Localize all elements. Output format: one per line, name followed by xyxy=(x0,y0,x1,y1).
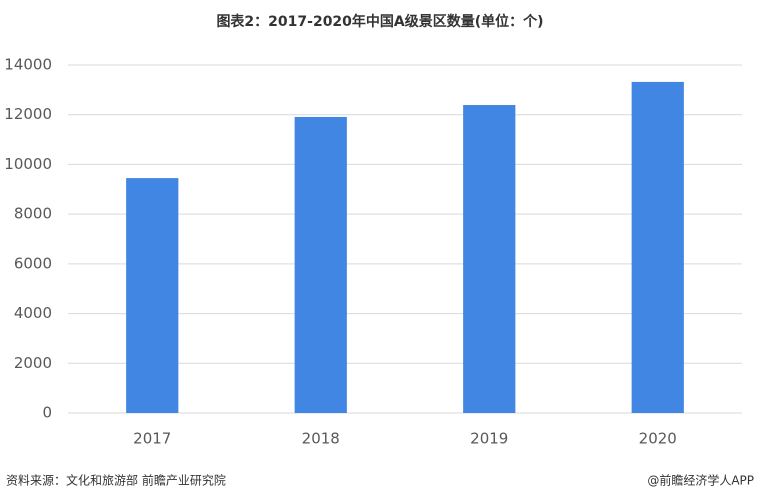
x-tick-label: 2020 xyxy=(639,430,677,448)
credit: @前瞻经济学人APP xyxy=(647,473,754,488)
x-tick-label: 2019 xyxy=(470,430,508,448)
chart-title: 图表2：2017-2020年中国A级景区数量(单位：个) xyxy=(216,13,543,30)
bar xyxy=(126,178,179,413)
bar xyxy=(463,105,516,414)
y-tick-label: 14000 xyxy=(4,56,52,74)
y-tick-label: 8000 xyxy=(14,205,52,223)
y-tick-label: 6000 xyxy=(14,254,52,272)
y-tick-label: 2000 xyxy=(14,354,52,372)
y-tick-label: 12000 xyxy=(4,105,52,123)
y-tick-label: 4000 xyxy=(14,304,52,322)
bar xyxy=(294,116,347,414)
bar xyxy=(631,81,684,413)
y-tick-label: 0 xyxy=(42,404,52,422)
x-tick-label: 2018 xyxy=(302,430,340,448)
y-tick-label: 10000 xyxy=(4,155,52,173)
source: 资料来源：文化和旅游部 前瞻产业研究院 xyxy=(6,473,226,488)
x-tick-label: 2017 xyxy=(133,430,171,448)
